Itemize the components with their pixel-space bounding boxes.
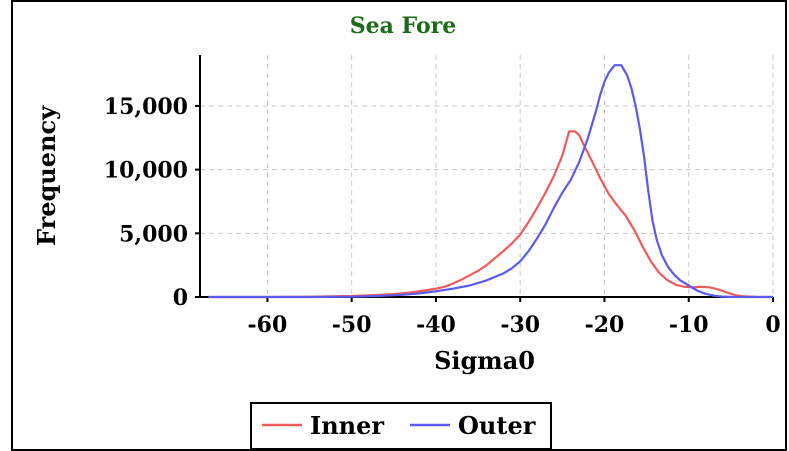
- legend-label-outer: Outer: [458, 411, 536, 440]
- legend-label-inner: Inner: [310, 411, 384, 440]
- x-tick-label: -10: [669, 312, 709, 338]
- x-tick-label: -30: [500, 312, 540, 338]
- chart-title: Sea Fore: [350, 13, 456, 39]
- x-tick-label: 0: [765, 312, 780, 338]
- y-tick-label: 0: [173, 285, 188, 311]
- series-line-outer: [208, 64, 774, 299]
- labels: Sea Fore Sigma0 Frequency: [32, 13, 535, 375]
- x-tick-label: -40: [416, 312, 456, 338]
- x-tick-label: -50: [332, 312, 372, 338]
- axes: -60 -50 -40 -30 -20 -10 0 0 5,000 10,000 15,000: [104, 55, 781, 338]
- y-tick-label: 15,000: [104, 94, 188, 120]
- grid: [200, 55, 774, 297]
- x-tick-label: -60: [248, 312, 288, 338]
- x-axis-title: Sigma0: [434, 346, 535, 375]
- x-tick-label: -20: [585, 312, 625, 338]
- y-tick-label: 5,000: [119, 221, 188, 247]
- y-tick-label: 10,000: [104, 158, 188, 184]
- series-group: [208, 64, 774, 299]
- y-axis-title: Frequency: [32, 105, 61, 246]
- legend: Inner Outer: [250, 402, 552, 450]
